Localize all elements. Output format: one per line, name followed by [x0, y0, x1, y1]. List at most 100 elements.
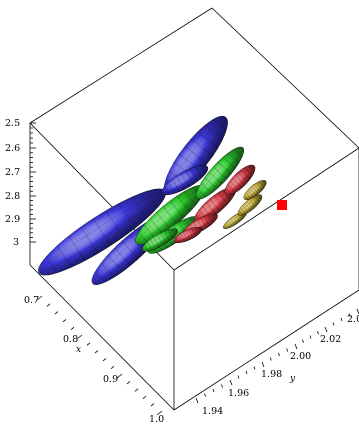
ellipsoid-mesh-line — [180, 233, 185, 242]
z-tick-label: 3 — [13, 237, 19, 248]
ellipsoid-mesh-line — [182, 231, 188, 241]
ellipsoid-mesh-line — [149, 218, 164, 235]
z-tick-label: 2.5 — [5, 118, 20, 129]
ellipsoid-mesh-line — [251, 186, 259, 194]
y-tick — [324, 326, 328, 333]
ellipsoid-mesh-line — [185, 230, 191, 240]
ellipsoid-mesh-line — [234, 148, 243, 157]
x-minor-tick — [62, 319, 67, 323]
y-minor-tick — [302, 339, 304, 343]
ellipsoid-mesh-line — [251, 197, 258, 205]
ellipsoid-mesh-line — [213, 195, 225, 208]
ellipsoid-mesh-line — [191, 228, 196, 237]
x-minor-tick — [46, 303, 51, 307]
ellipsoid-mesh-line — [234, 174, 246, 186]
x-minor-tick — [134, 388, 139, 392]
x-tick-label: 1.0 — [149, 414, 164, 425]
ellipsoid-mesh-line — [228, 220, 233, 227]
ellipsoid-mesh-line — [213, 166, 227, 180]
ellipsoid-mesh-line — [172, 178, 180, 192]
ellipsoid-mesh-line — [253, 184, 261, 193]
ellipsoid-shade — [142, 228, 178, 252]
ellipsoid-mesh-line — [242, 205, 249, 213]
x-tick-label: 0.8 — [63, 334, 78, 345]
box-edge-front — [173, 289, 359, 411]
x-minor-tick — [102, 358, 107, 362]
y-tick — [294, 343, 298, 350]
y-tick-label: 2.00 — [290, 351, 311, 362]
y-minor-tick — [253, 366, 256, 370]
ellipsoid-equator — [238, 195, 262, 215]
y-minor-tick — [278, 352, 280, 357]
y-tick — [229, 379, 233, 386]
ellipsoid-mesh-line — [101, 262, 115, 278]
x-tick — [36, 295, 43, 301]
y-minor-tick — [317, 331, 319, 335]
bounding-box-back — [29, 7, 359, 410]
ellipsoid-mesh-line — [188, 229, 194, 239]
y-minor-tick — [237, 375, 240, 379]
ellipsoid-mesh-line — [197, 189, 206, 198]
ellipsoid-equator — [244, 180, 266, 200]
box-edge-front — [29, 264, 175, 411]
ellipsoid-shade — [196, 147, 244, 199]
ellipsoid-mesh-line — [68, 235, 86, 261]
ellipsoid-mesh-line — [238, 210, 243, 216]
y-minor-tick — [245, 370, 248, 375]
ellipsoid-mesh-line — [247, 189, 254, 198]
ellipsoid-mesh-line — [57, 245, 72, 268]
y-minor-tick — [212, 388, 215, 393]
x-axis: 0.7 0.8 0.9 1.0 — [24, 295, 164, 425]
x-tick-label: 0.9 — [103, 374, 118, 385]
y-tick-label: 2.02 — [320, 334, 341, 345]
ellipsoid — [161, 165, 209, 195]
x-minor-tick — [110, 365, 115, 370]
x-tick — [116, 373, 123, 379]
ellipsoid-mesh-line — [197, 131, 219, 148]
y-minor-tick — [309, 335, 312, 339]
bounding-box-front — [29, 123, 359, 411]
ellipsoid-mesh-line — [257, 194, 262, 200]
ellipsoid-mesh-line — [163, 231, 170, 241]
ellipsoid-mesh-line — [168, 182, 175, 194]
ellipsoid-mesh-line — [190, 168, 198, 182]
ellipsoid-mesh-line — [177, 235, 182, 243]
ellipsoid — [38, 188, 166, 276]
ellipsoid-mesh-line — [203, 216, 210, 226]
ellipsoid-mesh-line — [185, 170, 194, 185]
ellipsoid-mesh-line — [200, 165, 206, 174]
ellipsoid-mesh-line — [46, 256, 58, 273]
ellipsoid-mesh-line — [245, 192, 252, 199]
ellipsoid-mesh-line — [195, 166, 202, 178]
ellipsoid-mesh-line — [169, 200, 184, 218]
ellipsoid — [223, 211, 247, 229]
ellipsoid-mesh-line — [194, 227, 199, 235]
ellipsoid-mesh-line — [190, 138, 213, 157]
box-edge-back — [173, 147, 359, 271]
x-minor-tick — [70, 326, 75, 331]
ellipsoid — [173, 226, 203, 244]
ellipsoid-mesh-line — [230, 218, 236, 225]
ellipsoid-mesh-line — [180, 172, 190, 188]
z-tick-label: 2.9 — [5, 214, 20, 225]
ellipsoid-mesh-line — [175, 237, 179, 243]
ellipsoid-equator — [225, 165, 255, 195]
ellipsoid-mesh-line — [258, 181, 265, 188]
ellipsoid-mesh-line — [121, 240, 139, 260]
ellipsoid-shade — [243, 180, 267, 200]
ellipsoid-mesh-line — [118, 203, 136, 229]
ellipsoid-mesh-line — [176, 195, 191, 212]
ellipsoid-mesh-line — [208, 171, 223, 185]
ellipsoid-mesh-line — [226, 222, 231, 228]
y-tick — [195, 397, 199, 404]
y-minor-tick — [204, 393, 206, 397]
z-tick-label: 2.7 — [5, 167, 20, 178]
ellipsoid-mesh-line — [244, 203, 252, 211]
y-tick-label: 1.98 — [261, 369, 282, 380]
y-minor-tick — [269, 357, 272, 361]
z-tick-label: 2.8 — [5, 191, 20, 202]
ellipsoid-mesh-line — [167, 229, 174, 239]
ellipsoid-shade — [225, 165, 255, 195]
ellipsoid-mesh-line — [200, 183, 212, 194]
